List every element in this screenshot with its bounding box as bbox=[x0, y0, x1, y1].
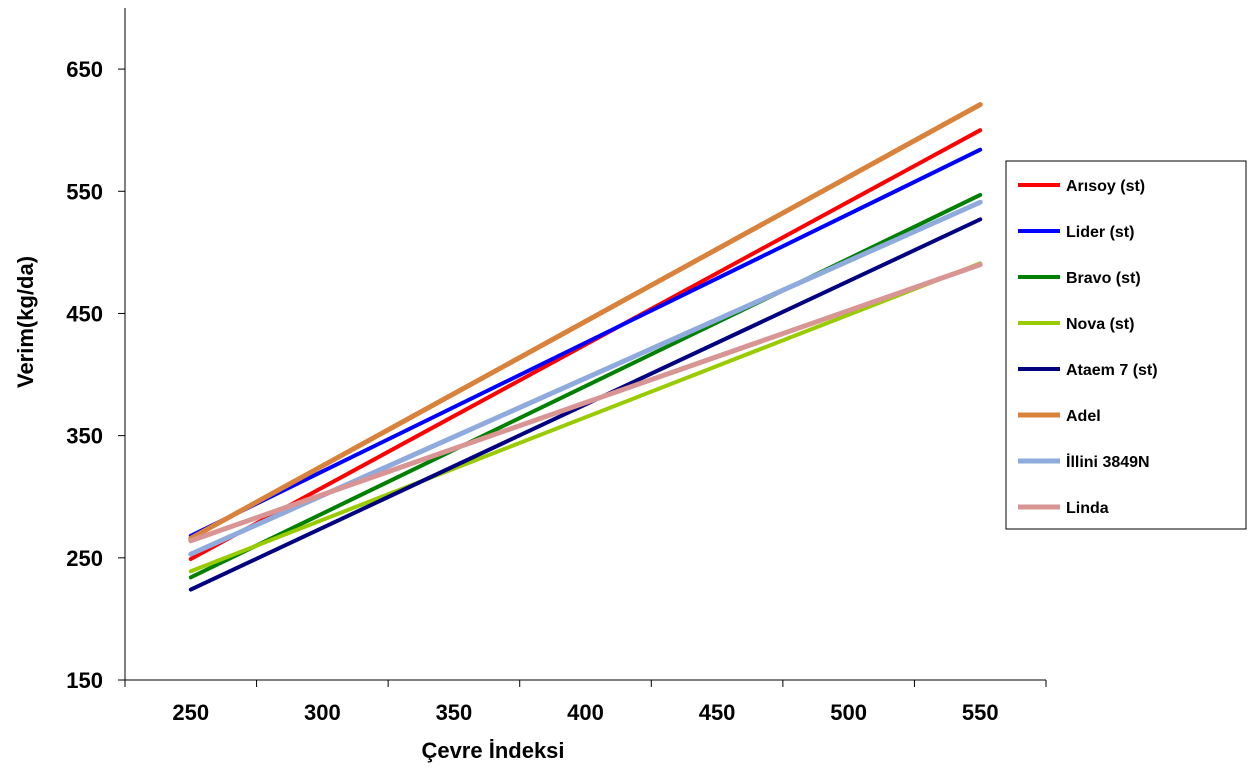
x-tick-label: 450 bbox=[699, 700, 736, 725]
legend-label: İllini 3849N bbox=[1066, 453, 1150, 471]
y-tick-label: 650 bbox=[66, 57, 103, 82]
x-tick-label: 250 bbox=[172, 700, 209, 725]
y-axis-title: Verim(kg/da) bbox=[13, 256, 38, 388]
legend-box bbox=[1005, 160, 1247, 530]
legend-label: Arısoy (st) bbox=[1066, 178, 1145, 195]
x-tick-label: 300 bbox=[304, 700, 341, 725]
x-tick-label: 350 bbox=[436, 700, 473, 725]
series-lines bbox=[188, 102, 983, 592]
legend-label: Nova (st) bbox=[1066, 316, 1134, 333]
y-tick-label: 550 bbox=[66, 179, 103, 204]
y-tick-label: 250 bbox=[66, 546, 103, 571]
legend-label: Linda bbox=[1066, 500, 1109, 517]
x-tick-label: 400 bbox=[567, 700, 604, 725]
y-tick-label: 150 bbox=[66, 668, 103, 693]
legend: Arısoy (st) Lider (st) Bravo (st) Nova (st)… bbox=[1005, 160, 1247, 530]
series-line bbox=[188, 192, 983, 580]
series-line bbox=[188, 102, 983, 541]
legend-label: Bravo (st) bbox=[1066, 270, 1141, 287]
series-line bbox=[188, 147, 983, 538]
series-line bbox=[188, 261, 983, 574]
legend-label: Ataem 7 (st) bbox=[1066, 362, 1158, 379]
legend-label: Adel bbox=[1066, 408, 1101, 425]
y-tick-label: 450 bbox=[66, 301, 103, 326]
x-tick-label: 500 bbox=[830, 700, 867, 725]
series-line bbox=[188, 262, 983, 544]
x-axis-title: Çevre İndeksi bbox=[421, 738, 564, 763]
y-tick-label: 350 bbox=[66, 424, 103, 449]
legend-label: Lider (st) bbox=[1066, 224, 1134, 241]
axes: 150 250 350 450 550 650 250 300 350 400 450 500 550 bbox=[66, 8, 1047, 725]
x-tick-label: 550 bbox=[962, 700, 999, 725]
